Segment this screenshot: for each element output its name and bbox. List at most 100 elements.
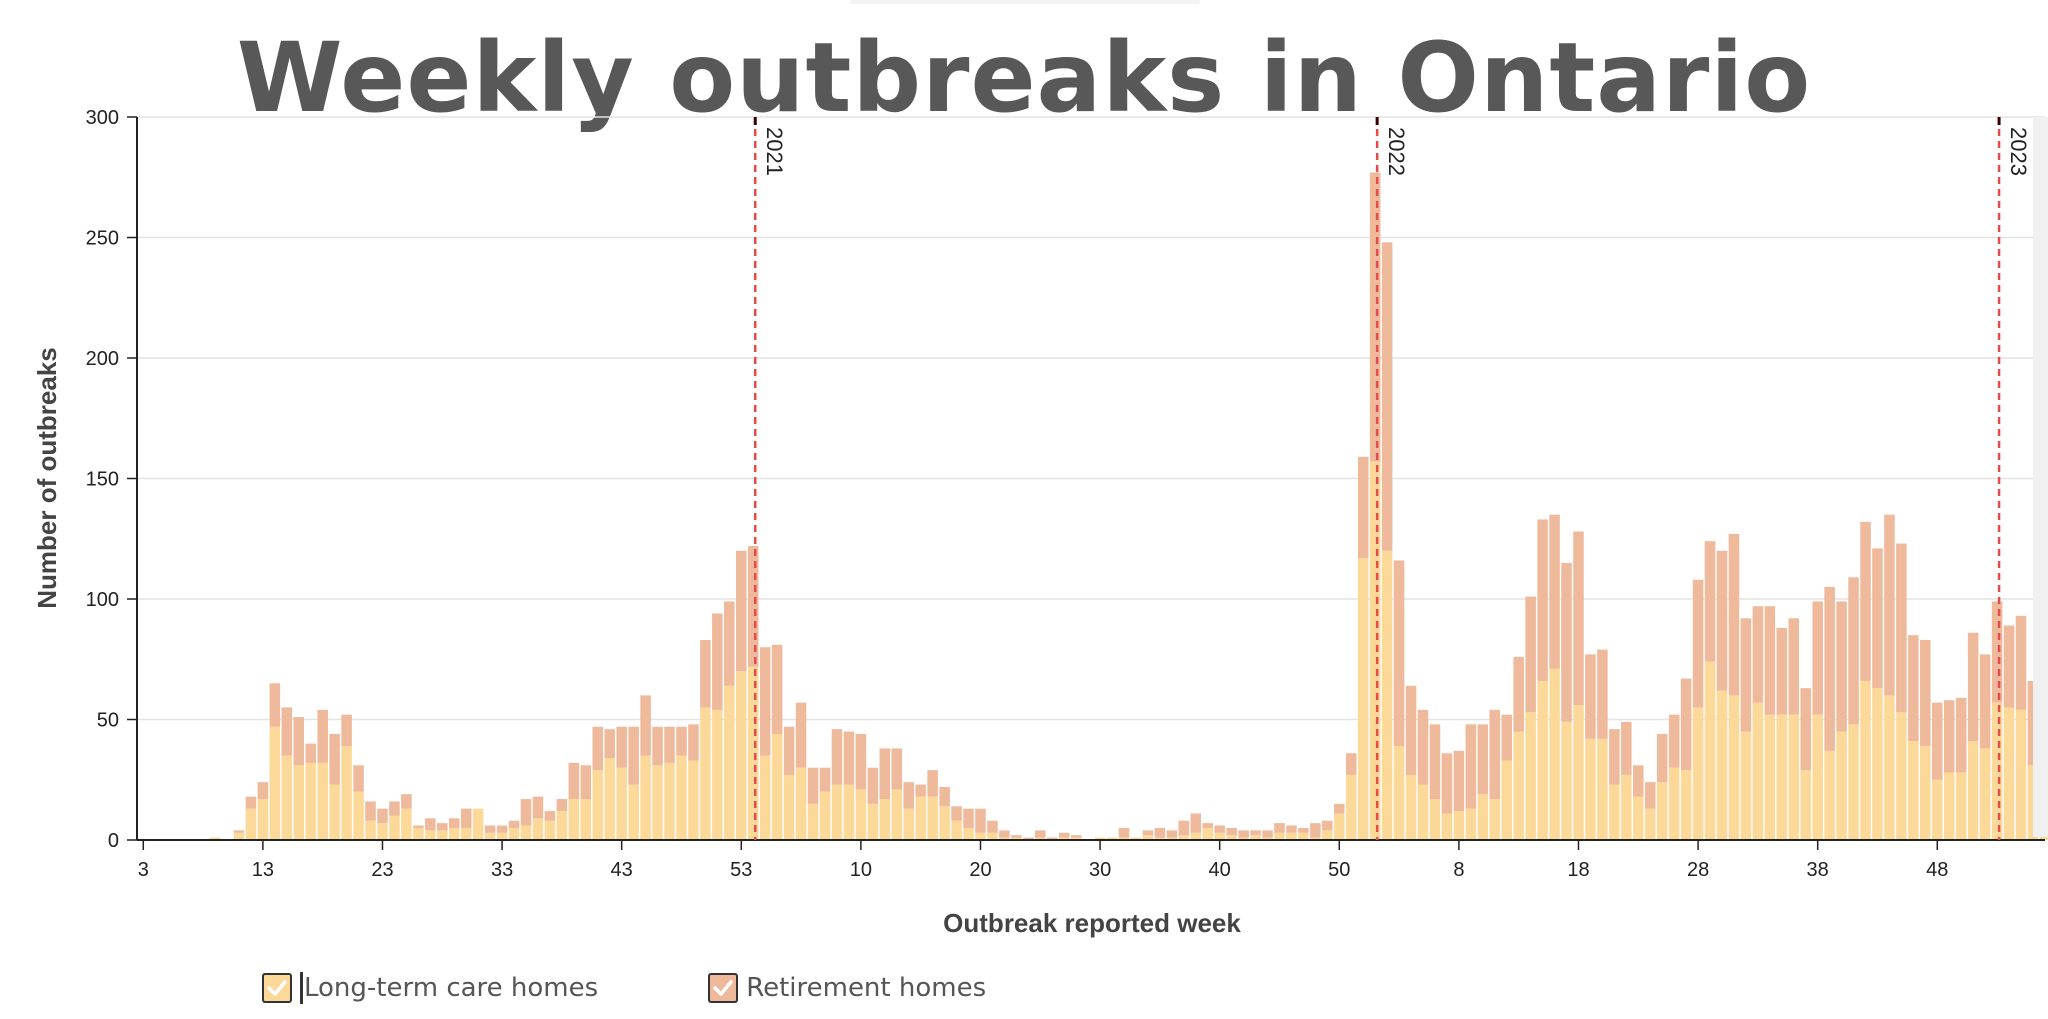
bar-retirement [831, 729, 843, 785]
bar-ltc [1955, 772, 1967, 840]
year-marker-label: 2022 [1384, 127, 1409, 176]
bar-retirement [1238, 830, 1249, 838]
x-tick-label: 10 [850, 859, 872, 881]
bar-retirement [1549, 514, 1560, 669]
bar-ltc [1357, 558, 1369, 840]
bar-ltc [1130, 837, 1142, 840]
bar-retirement [1154, 827, 1166, 838]
bar-retirement [1286, 825, 1297, 833]
y-tick-label: 250 [86, 228, 119, 250]
bar-ltc [688, 760, 699, 840]
bar-retirement [2003, 625, 2015, 708]
bar-ltc [1656, 782, 1668, 840]
bar-retirement [2027, 680, 2039, 766]
bar-ltc [1991, 702, 2003, 840]
bar-retirement [1585, 654, 1596, 739]
bar-retirement [1788, 618, 1800, 715]
bar-ltc [1692, 707, 1704, 840]
checkbox-retirement[interactable] [708, 973, 739, 1003]
legend-item-ltc[interactable]: Long-term care homes [262, 972, 598, 1004]
scroll-edge [2033, 117, 2048, 837]
bar-ltc [1716, 690, 1728, 840]
bar-ltc [329, 784, 340, 840]
bar-retirement [1334, 803, 1345, 814]
bar-retirement [1166, 830, 1178, 838]
bar-ltc [1214, 832, 1225, 840]
bar-ltc [795, 767, 807, 840]
y-tick-label: 200 [86, 348, 119, 370]
bar-retirement [1477, 724, 1489, 795]
bar-ltc [1836, 731, 1847, 840]
bar-retirement [425, 818, 436, 831]
bar-ltc [1812, 714, 1823, 840]
bar-retirement [927, 770, 938, 797]
bar-ltc [580, 799, 592, 840]
x-tick-label: 48 [1926, 859, 1948, 881]
bar-ltc [448, 827, 460, 840]
bar-retirement [1369, 172, 1381, 462]
bar-ltc [736, 671, 747, 840]
bar-ltc [1848, 724, 1859, 840]
bar-retirement [1908, 635, 1919, 742]
bar-ltc [724, 685, 735, 840]
bar-retirement [520, 799, 532, 826]
bar-ltc [544, 820, 556, 840]
bar-retirement [257, 782, 269, 800]
bar-ltc [413, 827, 424, 840]
bar-ltc [1106, 837, 1118, 840]
bar-retirement [1860, 521, 1871, 681]
year-marker-label: 2023 [2006, 127, 2031, 176]
bar-ltc [1238, 837, 1249, 840]
bar-ltc [1178, 835, 1190, 840]
legend-item-retirement[interactable]: Retirement homes [708, 973, 986, 1003]
checkmark-icon [267, 980, 287, 996]
bar-retirement [544, 811, 556, 821]
bar-ltc [891, 789, 903, 840]
bar-retirement [508, 820, 520, 828]
bar-ltc [233, 832, 245, 840]
legend-label-ltc: Long-term care homes [304, 973, 599, 1003]
bar-retirement [616, 726, 627, 768]
bar-retirement [688, 724, 699, 761]
bar-ltc [496, 832, 508, 840]
bar-retirement [1728, 533, 1740, 696]
bar-ltc [616, 767, 627, 840]
bar-ltc [437, 830, 448, 840]
checkmark-icon [713, 980, 733, 996]
chart-title: Weekly outbreaks in Ontario [236, 22, 1812, 134]
bar-retirement [1405, 685, 1417, 775]
bar-retirement [1920, 639, 1931, 747]
bar-ltc [568, 799, 580, 840]
bar-ltc [783, 774, 795, 840]
bar-retirement [1525, 596, 1536, 713]
bar-ltc [903, 808, 914, 840]
bar-retirement [1023, 837, 1034, 840]
bar-ltc [700, 707, 711, 840]
bar-ltc [1561, 721, 1572, 840]
bar-retirement [1836, 601, 1847, 732]
bar-retirement [413, 825, 424, 828]
bar-ltc [939, 806, 950, 840]
bar-ltc [1142, 835, 1154, 840]
top-shadow [850, 0, 1200, 4]
bar-retirement [712, 613, 723, 710]
bar-ltc [1740, 731, 1752, 840]
bar-ltc [1513, 731, 1524, 840]
bar-ltc [1429, 799, 1441, 840]
bar-ltc [1417, 784, 1429, 840]
bar-retirement [1896, 543, 1907, 713]
marker-layer: 2021 2022 2023 [753, 117, 2031, 840]
bar-retirement [1250, 830, 1261, 836]
bar-ltc [999, 837, 1010, 840]
bar-retirement [1872, 548, 1883, 689]
bar-retirement [963, 808, 974, 828]
bar-ltc [1525, 712, 1536, 840]
bar-ltc [676, 755, 687, 840]
bar-ltc [520, 825, 532, 840]
bar-retirement [2015, 615, 2027, 710]
checkbox-ltc[interactable] [262, 973, 292, 1003]
bar-ltc [269, 726, 281, 840]
bar-retirement [305, 743, 316, 763]
x-axis-title: Outbreak reported week [943, 908, 1241, 938]
bar-ltc [1764, 714, 1776, 840]
